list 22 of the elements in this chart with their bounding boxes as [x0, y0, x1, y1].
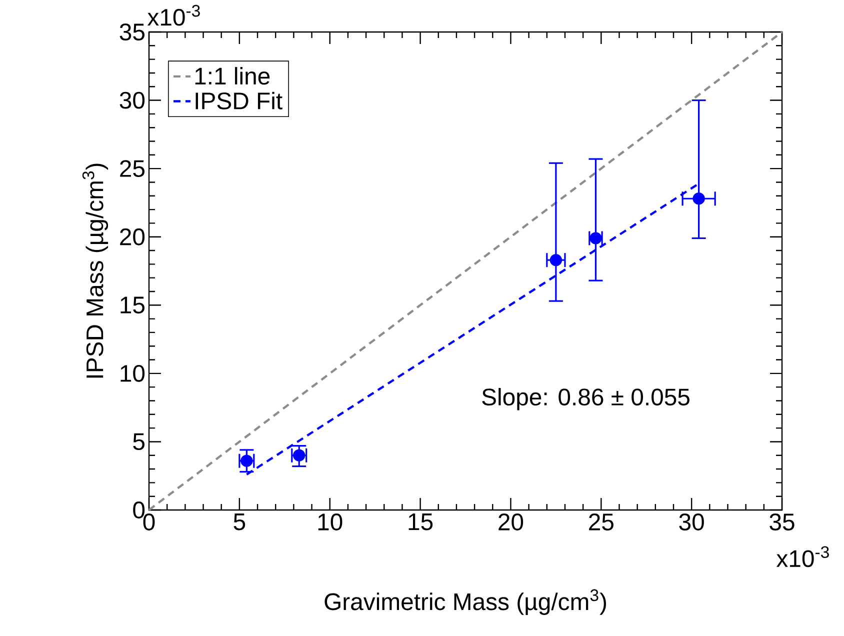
- y-tick-label: 0: [133, 502, 145, 518]
- y-tick-label: 25: [120, 160, 144, 178]
- y-tick-label: 10: [120, 364, 145, 382]
- y-tick-label: 20: [120, 228, 145, 246]
- text: x10$^{-3}$: [147, 4, 200, 26]
- y-axis-title: IPSD Mass (µg/cm$^{3}$): [82, 164, 108, 378]
- x-tick-label: 20: [498, 514, 524, 530]
- x-tick-label: 35: [770, 514, 794, 530]
- x-tick-label: 5: [234, 514, 246, 530]
- x-tick-label: 30: [679, 514, 704, 530]
- x-tick-label: 25: [589, 514, 614, 530]
- legend-label: IPSD Fit: [196, 92, 282, 110]
- y-tick-label: 15: [120, 296, 144, 314]
- y-tick-label: 30: [120, 92, 145, 109]
- x-tick-label: 10: [318, 514, 342, 530]
- y-tick-label: 5: [133, 433, 144, 450]
- y-tick-label: 35: [120, 24, 144, 40]
- annotation: Slope: 0.86 ± 0.055: [482, 388, 690, 410]
- legend-label: 1:1 line: [195, 67, 270, 85]
- x-axis-title: Gravimetric Mass (µg/cm$^{3}$): [324, 589, 606, 615]
- text: x10$^{-3}$: [776, 546, 829, 568]
- x-tick-label: 15: [408, 514, 433, 530]
